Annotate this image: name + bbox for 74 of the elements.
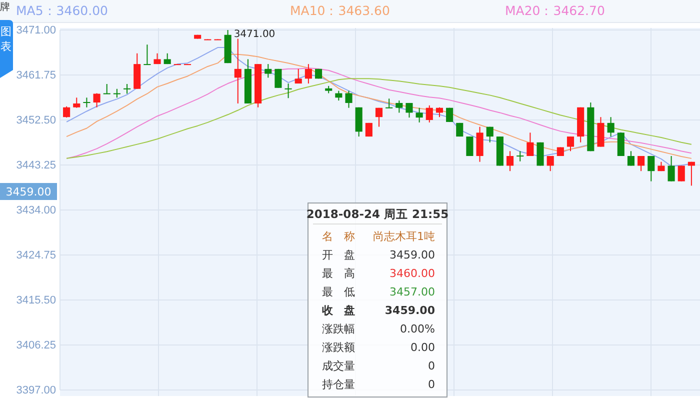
candlestick [426, 104, 433, 123]
annotation: 收 盘 [322, 304, 355, 317]
y-tick-label: 3434.00 [16, 204, 56, 217]
annotation: 3459.00 [384, 304, 436, 317]
annotation: 持仓量 [322, 378, 355, 391]
annotation: 涨跌幅 [322, 322, 355, 336]
candlestick [386, 98, 393, 108]
y-tick-label: 3471.00 [16, 24, 56, 37]
text: 3459.00 [6, 186, 52, 198]
annotation: 尚志木耳1吨 [373, 230, 435, 243]
candlestick [486, 126, 494, 143]
annotation: 3457.00 [390, 286, 435, 298]
y-tick-label: 3415.50 [16, 294, 56, 307]
candlestick [144, 44, 151, 66]
annotation: 涨跌额 [322, 341, 355, 354]
candlestick [416, 107, 423, 123]
annotation: 0 [428, 378, 435, 391]
candlestick [234, 38, 242, 104]
y-tick-label: 3424.75 [16, 250, 56, 262]
annotation: 3471.00 [234, 29, 276, 40]
candlestick [607, 116, 614, 138]
text: MA20：3462.70 [505, 3, 605, 18]
candlestick [506, 150, 514, 172]
annotation: 3460.00 [390, 267, 435, 280]
annotation: 3459.00 [390, 248, 435, 262]
annotation: 最 低 [322, 286, 355, 298]
candlestick [516, 150, 524, 162]
candlestick [335, 90, 342, 102]
annotation: 名 称 [322, 230, 355, 243]
candlestick [73, 97, 80, 108]
text: MA10：3463.60 [290, 3, 390, 18]
text: MA5：3460.00 [16, 3, 108, 18]
candlestick [294, 68, 302, 84]
annotation: 0.00% [400, 322, 435, 336]
annotation: 开 盘 [322, 248, 355, 262]
candlestick [546, 156, 554, 172]
side-tab: 图表 [0, 20, 13, 78]
candlestick [83, 97, 90, 108]
y-tick-label: 3461.75 [16, 70, 56, 82]
candlestick [436, 106, 443, 118]
candlestick [597, 116, 604, 148]
annotation: 2018-08-24 周五 21:55 [306, 207, 449, 221]
annotation: 0.00 [410, 341, 435, 354]
annotation: 最 高 [322, 267, 355, 280]
candlestick [617, 132, 624, 156]
candlestick [566, 136, 574, 152]
candlestick [264, 64, 272, 78]
candlestick [124, 84, 131, 94]
candlestick [446, 107, 454, 122]
candlestick [375, 107, 383, 128]
y-tick-label: 3452.50 [16, 114, 56, 127]
y-tick-label: 3406.25 [16, 340, 56, 352]
annotation: 0 [428, 360, 435, 372]
candlestick [526, 132, 534, 156]
candlestick [103, 84, 110, 94]
y-tick-label: 3443.25 [16, 160, 56, 172]
candlestick [476, 126, 484, 162]
candlestick [648, 156, 655, 182]
text: 牌 [0, 1, 10, 13]
annotation: 成交量 [322, 360, 355, 372]
candlestick [304, 64, 312, 84]
candlestick [93, 92, 100, 108]
candlestick [284, 83, 292, 99]
candlestick [406, 102, 413, 118]
candlestick [668, 156, 675, 182]
y-tick-label: 3397.00 [16, 384, 56, 397]
candlestick [638, 156, 645, 172]
candlestick [63, 106, 70, 118]
candlestick [345, 90, 352, 108]
candlestick [678, 165, 685, 182]
candlestick [627, 150, 634, 166]
candlestick [466, 136, 474, 156]
candlestick [274, 68, 282, 88]
candlestick [396, 100, 403, 114]
